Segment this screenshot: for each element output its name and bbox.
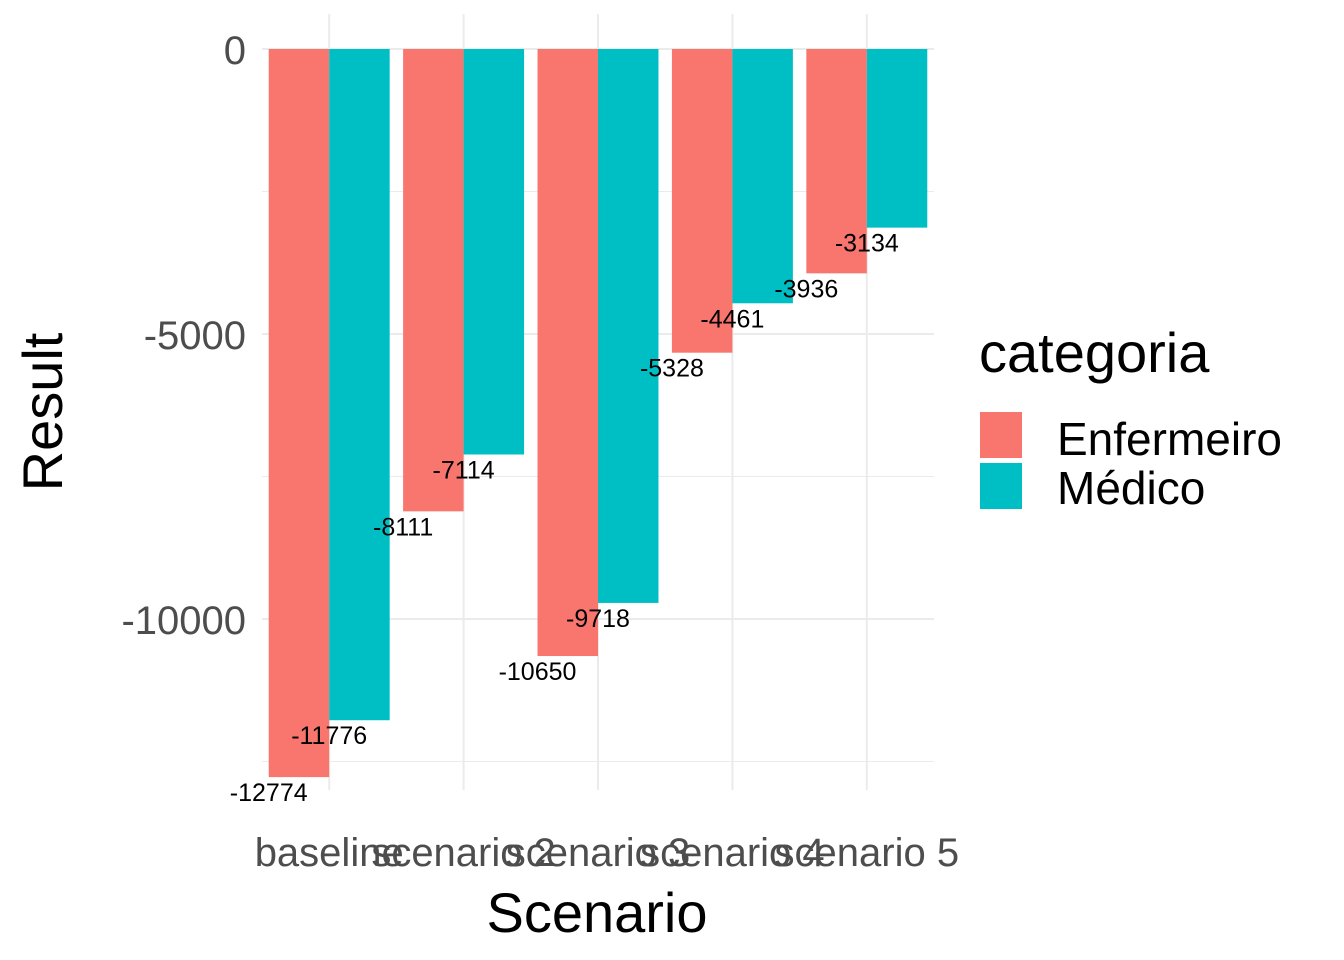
x-axis-title: Scenario: [486, 881, 707, 944]
x-tick-label: baseline: [255, 831, 404, 875]
x-tick-label: scenario 2: [371, 831, 556, 875]
x-tick-label: scenario 3: [506, 831, 691, 875]
bar-enfermeiro: [806, 49, 867, 274]
bar-enfermeiro: [403, 49, 464, 512]
y-tick-label: -10000: [121, 599, 246, 643]
x-tick-label: scenario 4: [640, 831, 825, 875]
data-label: -5328: [640, 355, 704, 383]
bars: [268, 49, 928, 778]
bar-enfermeiro: [537, 49, 598, 657]
data-label: -12774: [230, 779, 308, 807]
bar-enfermeiro: [268, 49, 330, 778]
bar-medico: [329, 49, 390, 721]
data-label: -4461: [700, 305, 764, 333]
data-label: -10650: [499, 658, 577, 686]
y-axis-ticks: 0 -5000 -10000: [121, 29, 246, 643]
legend-key-medico: [980, 463, 1022, 509]
y-tick-label: 0: [224, 29, 246, 73]
data-label: -11776: [291, 722, 367, 750]
x-tick-label: scenario 5: [775, 831, 960, 875]
bar-medico: [866, 49, 928, 228]
legend-label-enfermeiro: Enfermeiro: [1057, 413, 1282, 465]
data-label: -9718: [566, 605, 630, 633]
legend-title: categoria: [979, 321, 1210, 384]
legend-key-enfermeiro: [980, 412, 1022, 458]
data-label: -7114: [433, 456, 495, 484]
bar-enfermeiro: [671, 49, 733, 353]
data-label: -8111: [373, 513, 433, 541]
y-axis-title: Result: [11, 332, 74, 491]
bar-medico: [598, 49, 659, 603]
legend-label-medico: Médico: [1057, 462, 1205, 514]
bar-medico: [463, 49, 525, 455]
y-tick-label: -5000: [144, 314, 246, 358]
legend: categoria Enfermeiro Médico: [979, 321, 1282, 514]
data-label: -3936: [774, 275, 838, 303]
data-labels: -12774 -11776 -8111 -7114 -10650 -9718 -5328 -4…: [230, 230, 899, 807]
bar-medico: [732, 49, 793, 304]
data-label: -3134: [835, 230, 899, 258]
